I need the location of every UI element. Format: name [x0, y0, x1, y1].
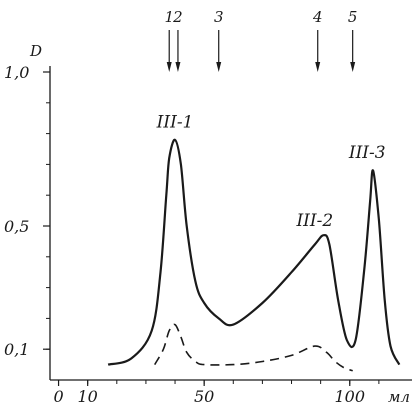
x-tick-label: 0 — [53, 387, 63, 406]
y-axis-title: D — [29, 42, 42, 60]
peak-labels: III-1 III-2 III-3 — [156, 112, 386, 231]
fraction-marker-label: 2 — [172, 8, 183, 26]
fraction-marker-label: 1 — [164, 8, 174, 26]
x-tick-label: 50 — [194, 387, 214, 406]
y-tick-label: 0,1 — [4, 340, 29, 359]
peak-label: III-1 — [156, 112, 194, 132]
fraction-marker-arrowhead — [175, 62, 181, 72]
x-axis-title: мл — [388, 388, 410, 406]
peak-label: III-3 — [348, 143, 386, 163]
fraction-marker-arrowhead — [350, 62, 356, 72]
fraction-marker-arrowhead — [315, 62, 321, 72]
dashed-series-line — [153, 323, 353, 372]
fraction-marker-arrowhead — [166, 62, 172, 72]
solid-series-line — [107, 138, 401, 366]
fraction-marker-label: 3 — [214, 8, 224, 26]
peak-label: III-2 — [295, 211, 333, 231]
axes: 0,1 0,5 1,0 0 10 50 100 Dмл — [4, 42, 412, 406]
fraction-marker-arrowhead — [216, 62, 222, 72]
fraction-marker-label: 4 — [312, 8, 323, 26]
y-tick-label: 0,5 — [4, 217, 29, 236]
fraction-marker-label: 5 — [348, 8, 358, 26]
series-layer — [107, 138, 401, 372]
y-tick-label: 1,0 — [4, 63, 29, 82]
x-tick-label: 10 — [78, 387, 98, 406]
x-tick-label: 100 — [334, 387, 365, 406]
